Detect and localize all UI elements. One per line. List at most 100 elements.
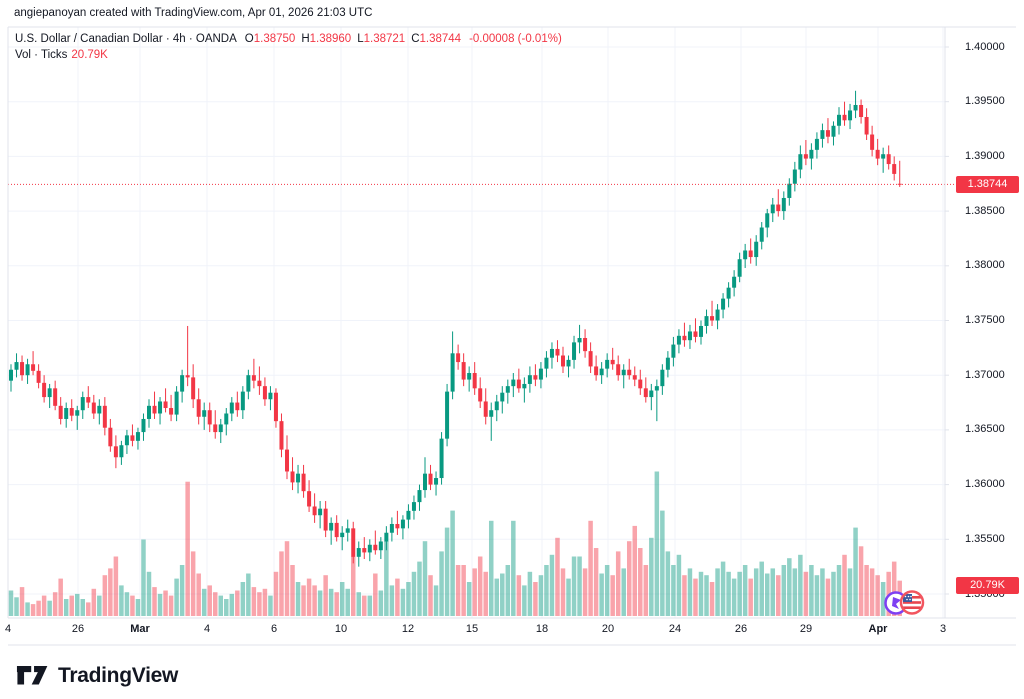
candle-body — [439, 438, 444, 479]
volume-bar — [19, 587, 25, 616]
volume-bar — [704, 575, 709, 616]
volume-bar — [538, 575, 544, 616]
candle-body — [820, 130, 825, 139]
volume-bar — [345, 588, 350, 616]
candle-body — [75, 410, 80, 416]
volume-bar — [279, 551, 284, 616]
volume-bar — [439, 551, 444, 616]
volume-bar — [803, 571, 809, 616]
volume-bar — [533, 582, 538, 616]
candle-body — [704, 316, 709, 326]
volume-bar — [80, 599, 86, 616]
volume-bar — [25, 602, 30, 616]
volume-bar — [477, 556, 483, 616]
legend-volume-row[interactable]: Vol · Ticks 20.79K — [15, 48, 562, 64]
time-tick-label: 29 — [799, 623, 813, 635]
candle-body — [423, 473, 427, 491]
tradingview-logo-icon[interactable] — [16, 665, 50, 687]
candle-body — [660, 369, 665, 387]
volume-bar — [301, 585, 306, 616]
volume-bar — [764, 573, 770, 616]
volume-bar — [168, 595, 174, 616]
candle-body — [119, 445, 124, 458]
candle-body — [262, 386, 267, 400]
volume-bar — [588, 520, 593, 616]
tradingview-logo-text[interactable]: TradingView — [58, 664, 179, 687]
candle-wick — [711, 300, 713, 326]
volume-bar — [461, 565, 466, 616]
candle-wick — [805, 139, 807, 166]
volume-bar — [880, 582, 886, 616]
volume-bar — [825, 578, 831, 616]
volume-bar — [384, 541, 389, 616]
instrument-pair-logos — [884, 590, 925, 615]
candle-body — [141, 418, 146, 433]
candle-body — [770, 204, 775, 214]
candle-body — [748, 250, 753, 258]
candle-body — [97, 405, 102, 414]
candle-body — [588, 351, 593, 367]
volume-indicator-label[interactable]: Vol · Ticks — [15, 49, 68, 61]
time-tick-label: 4 — [5, 623, 12, 635]
volume-bar — [527, 571, 533, 616]
candle-body — [710, 316, 715, 321]
volume-bar — [395, 578, 400, 616]
volume-bar — [676, 554, 682, 616]
candle-body — [798, 154, 803, 170]
legend-symbol-row[interactable]: U.S. Dollar / Canadian Dollar · 4h · OAN… — [15, 32, 562, 48]
ohlc-close-value: 1.38744 — [419, 33, 462, 45]
volume-bar — [864, 565, 869, 616]
volume-bar — [69, 595, 74, 616]
volume-bar — [544, 565, 549, 616]
candle-body — [113, 446, 118, 458]
candle-body — [14, 362, 19, 370]
candle-body — [837, 114, 841, 126]
candle-body — [522, 383, 527, 389]
candle-body — [185, 375, 190, 378]
candle-body — [9, 369, 13, 381]
time-tick-label: 10 — [334, 623, 348, 635]
volume-bar — [654, 471, 660, 616]
volume-bar — [726, 571, 731, 616]
volume-bar — [240, 582, 246, 616]
volume-bar — [41, 595, 47, 616]
volume-bar — [709, 582, 715, 616]
volume-bar — [47, 600, 52, 616]
volume-bar — [362, 595, 367, 616]
candle-body — [743, 250, 748, 260]
volume-bar — [212, 592, 218, 616]
volume-bar — [593, 548, 599, 616]
volume-bar — [411, 571, 417, 616]
volume-bar — [323, 575, 328, 616]
candle-body — [599, 368, 604, 376]
candle-body — [58, 405, 63, 419]
candle-body — [643, 388, 648, 398]
candle-wick — [612, 347, 614, 370]
time-tick-label: 3 — [939, 623, 947, 635]
candle-body — [561, 355, 565, 367]
candle-body — [699, 325, 703, 337]
candle-body — [273, 392, 278, 422]
volume-bar — [621, 568, 626, 616]
volume-bar — [119, 585, 124, 616]
volume-bar — [152, 587, 157, 616]
volume-bar — [472, 568, 477, 616]
candle-body — [489, 410, 494, 417]
volume-bar — [422, 541, 428, 616]
volume-bar — [814, 575, 820, 616]
candle-body — [301, 473, 306, 492]
volume-bar — [406, 582, 411, 616]
candle-body — [163, 401, 168, 409]
candle-body — [759, 227, 764, 242]
volume-bar — [632, 525, 638, 616]
volume-bar — [483, 571, 488, 616]
candle-body — [329, 522, 334, 531]
symbol-title[interactable]: U.S. Dollar / Canadian Dollar · 4h · OAN… — [15, 33, 237, 45]
volume-bar — [229, 593, 235, 616]
us-flag-icon — [899, 590, 925, 615]
volume-bar — [284, 541, 290, 616]
candle-wick — [650, 383, 652, 411]
candle-body — [257, 380, 262, 387]
